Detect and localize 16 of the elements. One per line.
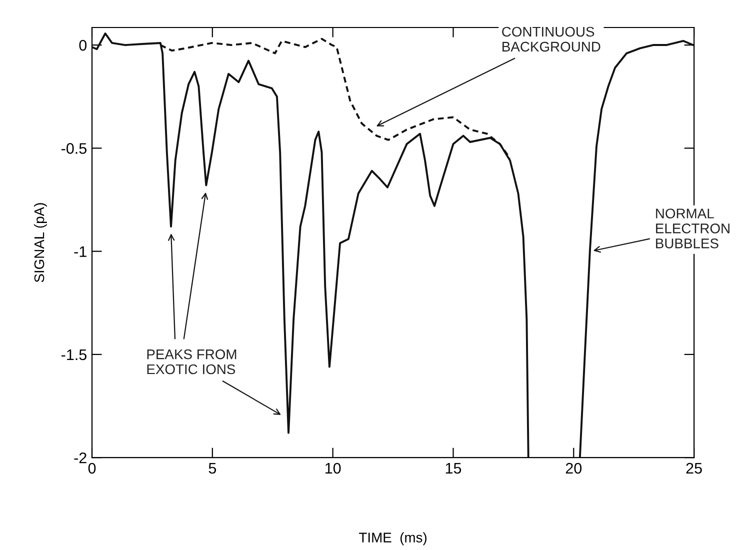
y-tick-label: -1.5 (61, 349, 86, 360)
y-tick-label: 0 (79, 40, 87, 51)
y-tick-label: -0.5 (61, 143, 86, 154)
annotation: NORMAL ELECTRON BUBBLES (656, 208, 730, 248)
x-tick-label: 10 (325, 462, 341, 474)
x-tick-label: 5 (208, 463, 216, 474)
y-axis-title: SIGNAL (pA) (34, 203, 47, 282)
x-tick-label: 0 (88, 462, 96, 474)
y-tick-label: -1 (74, 246, 86, 257)
annotation: PEAKS FROM EXOTIC IONS (147, 349, 236, 374)
x-tick-label: 15 (446, 463, 462, 474)
annotation: CONTINUOUS BACKGROUND (502, 26, 600, 52)
y-tick-label: -2 (74, 452, 86, 464)
x-axis-title: TIME (ms) (359, 532, 426, 546)
x-tick-label: 25 (686, 462, 702, 474)
x-tick-label: 20 (566, 462, 582, 474)
